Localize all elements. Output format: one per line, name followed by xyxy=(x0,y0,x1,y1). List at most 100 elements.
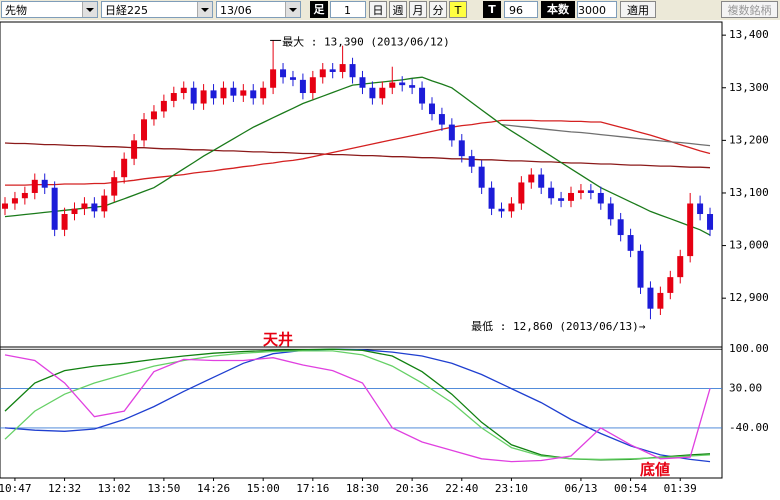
x-tick-label: 14:26 xyxy=(197,482,230,495)
candle-body xyxy=(330,69,336,72)
y-tick-label: 13,200 xyxy=(729,133,769,146)
candle-body xyxy=(558,198,564,201)
candle-body xyxy=(310,77,316,93)
candle-body xyxy=(439,114,445,125)
x-tick-label: 12:32 xyxy=(48,482,81,495)
candle-body xyxy=(151,111,157,119)
candle-body xyxy=(350,64,356,77)
candle-body xyxy=(62,214,68,230)
candle-body xyxy=(260,88,266,99)
candle-body xyxy=(389,82,395,87)
candle-body xyxy=(240,90,246,95)
candle-body xyxy=(449,125,455,141)
annotation: 天井 xyxy=(263,331,293,349)
candle-body xyxy=(429,104,435,115)
candle-body xyxy=(121,159,127,177)
candle-body xyxy=(588,190,594,193)
x-tick-label: 15:00 xyxy=(247,482,280,495)
x-tick-label: 20:36 xyxy=(396,482,429,495)
candle-body xyxy=(280,69,286,77)
candle-body xyxy=(359,77,365,88)
candle-body xyxy=(290,77,296,80)
candle-body xyxy=(618,219,624,235)
x-tick-label: 00:54 xyxy=(614,482,647,495)
candle-body xyxy=(687,203,693,256)
x-tick-label: 13:50 xyxy=(147,482,180,495)
candle-body xyxy=(340,64,346,72)
candle-body xyxy=(479,167,485,188)
candle-body xyxy=(131,140,137,158)
candle-body xyxy=(201,90,207,103)
candle-body xyxy=(230,88,236,96)
candle-body xyxy=(489,188,495,209)
candle-body xyxy=(2,203,8,208)
x-tick-label: 17:16 xyxy=(296,482,329,495)
candle-body xyxy=(419,88,425,104)
candle-body xyxy=(22,193,28,198)
x-tick-label: 18:30 xyxy=(346,482,379,495)
candle-body xyxy=(677,256,683,277)
candle-body xyxy=(111,177,117,195)
candle-body xyxy=(171,93,177,101)
candle-body xyxy=(270,69,276,87)
candle-body xyxy=(12,198,18,203)
candle-body xyxy=(81,203,87,208)
candle-body xyxy=(518,182,524,203)
candle-body xyxy=(369,88,375,99)
y-tick-label: 13,300 xyxy=(729,81,769,94)
y-tick-label: 100.00 xyxy=(729,342,769,355)
y-tick-label: 13,000 xyxy=(729,239,769,252)
x-tick-label: 13:02 xyxy=(98,482,131,495)
candle-body xyxy=(568,193,574,201)
candle-body xyxy=(548,188,554,199)
candle-body xyxy=(300,80,306,93)
candle-body xyxy=(628,235,634,251)
candle-body xyxy=(697,203,703,214)
candle-body xyxy=(181,88,187,93)
candle-body xyxy=(638,251,644,288)
annotation: 最低 : 12,860 (2013/06/13)→ xyxy=(471,320,646,333)
candle-body xyxy=(499,209,505,212)
x-tick-label: 22:40 xyxy=(445,482,478,495)
candle-body xyxy=(508,203,514,211)
candle-body xyxy=(538,175,544,188)
candle-body xyxy=(191,88,197,104)
candle-body xyxy=(141,119,147,140)
candle-body xyxy=(608,203,614,219)
candle-body xyxy=(409,85,415,88)
x-tick-label: 10:47 xyxy=(0,482,31,495)
candle-body xyxy=(32,180,38,193)
annotation: 最大 : 13,390 (2013/06/12) xyxy=(282,34,450,48)
candle-body xyxy=(220,88,226,99)
candle-body xyxy=(52,188,58,230)
candle-body xyxy=(161,101,167,112)
candle-body xyxy=(399,82,405,85)
plot-frame xyxy=(0,22,722,478)
candle-body xyxy=(250,90,256,98)
candle-body xyxy=(91,203,97,211)
y-tick-label: -40.00 xyxy=(729,421,769,434)
candle-body xyxy=(707,214,713,230)
candle-body xyxy=(528,175,534,183)
candle-body xyxy=(42,180,48,188)
x-tick-label: 23:10 xyxy=(495,482,528,495)
x-tick-label: 06/13 xyxy=(564,482,597,495)
candle-body xyxy=(211,90,217,98)
candle-body xyxy=(101,196,107,212)
candle-body xyxy=(459,140,465,156)
y-tick-label: 13,100 xyxy=(729,186,769,199)
candle-body xyxy=(469,156,475,167)
candle-body xyxy=(598,193,604,204)
x-tick-label: 01:39 xyxy=(664,482,697,495)
y-tick-label: 13,400 xyxy=(729,28,769,41)
y-tick-label: 30.00 xyxy=(729,382,762,395)
annotation: 底値 xyxy=(640,461,670,479)
candle-body xyxy=(320,69,326,77)
candle-body xyxy=(379,88,385,99)
y-tick-label: 12,900 xyxy=(729,291,769,304)
candle-body xyxy=(72,209,78,214)
candle-body xyxy=(578,190,584,193)
candle-body xyxy=(647,288,653,309)
